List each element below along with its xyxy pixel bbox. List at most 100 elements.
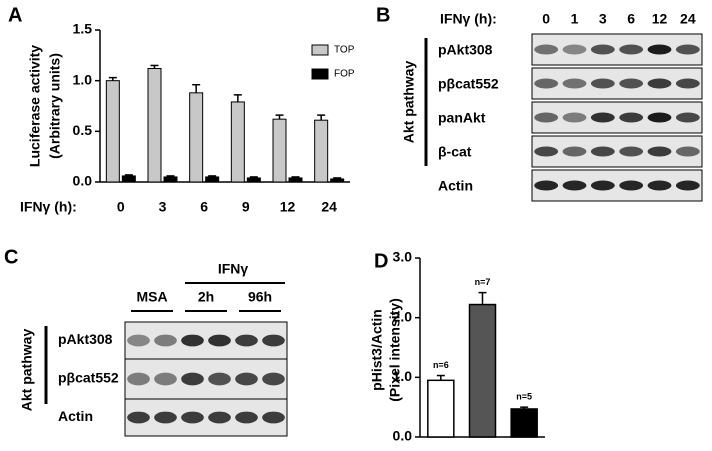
- row-label: β-cat: [438, 144, 472, 160]
- blot-band: [590, 180, 615, 191]
- blot-band: [647, 44, 672, 55]
- x-axis-label: IFNγ (h):: [20, 199, 77, 215]
- group-label: Akt pathway: [19, 329, 35, 412]
- blot-header: IFNγ: [218, 261, 249, 277]
- legend-label: TOP: [334, 45, 355, 56]
- blot-band: [675, 78, 700, 89]
- blot-band: [675, 180, 700, 191]
- blot-band: [619, 112, 644, 123]
- blot-band: [619, 180, 644, 191]
- panel-label: D: [374, 250, 388, 272]
- blot-band: [590, 78, 615, 89]
- blot-band: [562, 78, 587, 89]
- blot-band: [647, 78, 672, 89]
- blot-band: [647, 146, 672, 157]
- legend-swatch: [311, 68, 329, 80]
- blot-band: [619, 78, 644, 89]
- blot-band: [675, 112, 700, 123]
- bar: [246, 177, 261, 183]
- blot-band: [619, 146, 644, 157]
- blot-strip: [531, 33, 703, 66]
- blot-band: [235, 411, 258, 424]
- row-label: Actin: [58, 408, 93, 424]
- bar: [105, 80, 120, 183]
- blot-band: [647, 180, 672, 191]
- blot-strip: [531, 67, 703, 100]
- blot-band: [127, 372, 150, 386]
- blot-band: [590, 112, 615, 123]
- blot-band: [154, 372, 177, 386]
- bar: [147, 68, 162, 183]
- bar: [468, 303, 497, 438]
- blot-strip: [531, 135, 703, 168]
- blot-band: [262, 372, 285, 386]
- y-tick-label: 0.0: [73, 173, 93, 189]
- blot-band: [675, 146, 700, 157]
- blot-strip: [531, 169, 703, 202]
- legend-label: FOP: [334, 69, 355, 80]
- x-tick-label: 0: [117, 199, 125, 215]
- blot-band: [590, 44, 615, 55]
- row-label: Actin: [438, 178, 473, 194]
- panel-label: A: [8, 4, 22, 26]
- bar: [314, 119, 329, 183]
- lane-label: 3: [599, 11, 607, 27]
- row-label: panAkt: [438, 110, 486, 126]
- blot-band: [562, 146, 587, 157]
- bar: [230, 101, 245, 183]
- bar: [288, 177, 303, 183]
- x-tick-label: 9: [242, 199, 250, 215]
- blot-band: [647, 112, 672, 123]
- blot-band: [534, 78, 559, 89]
- blot-band: [181, 334, 204, 347]
- row-label: pAkt308: [438, 42, 493, 58]
- y-tick-label: 1.0: [393, 368, 413, 384]
- blot-band: [127, 334, 150, 347]
- blot-band: [127, 411, 150, 424]
- blot-band: [534, 146, 559, 157]
- group-label: Akt pathway: [401, 61, 417, 144]
- y-axis-label: (Arbitrary units): [47, 53, 63, 159]
- y-tick-label: 0.0: [393, 428, 413, 444]
- blot-strip: [124, 321, 288, 360]
- blot-band: [235, 334, 258, 347]
- annotation: n=7: [475, 277, 491, 287]
- blot-band: [534, 112, 559, 123]
- bar: [205, 176, 220, 183]
- annotation: n=5: [516, 392, 532, 402]
- blot-strip: [531, 101, 703, 134]
- bar: [272, 118, 287, 183]
- blot-header: IFNγ (h):: [440, 11, 497, 27]
- lane-label: 1: [571, 11, 579, 27]
- y-axis-label: Luciferase activity: [27, 45, 43, 167]
- bar: [427, 379, 455, 438]
- blot-band: [154, 411, 177, 424]
- blot-band: [534, 44, 559, 55]
- blot-band: [181, 411, 204, 424]
- bar: [163, 176, 178, 183]
- bar: [330, 178, 345, 183]
- blot-band: [262, 411, 285, 424]
- blot-band: [534, 180, 559, 191]
- y-axis-label: (Pixel intensity): [387, 298, 403, 401]
- blot-band: [562, 44, 587, 55]
- blot-band: [181, 372, 204, 386]
- panel-label: B: [376, 4, 390, 26]
- blot-band: [590, 146, 615, 157]
- y-tick-label: 1.5: [73, 21, 93, 37]
- y-tick-label: 2.0: [393, 308, 413, 324]
- lane-label: 12: [652, 11, 668, 27]
- blot-band: [235, 372, 258, 386]
- blot-band: [562, 112, 587, 123]
- y-tick-label: 3.0: [393, 249, 413, 265]
- lane-label: 6: [627, 11, 635, 27]
- x-tick-label: 24: [321, 199, 337, 215]
- panel-label: C: [4, 246, 18, 268]
- blot-band: [262, 334, 285, 347]
- x-tick-label: 3: [159, 199, 167, 215]
- blot-band: [208, 372, 231, 386]
- x-tick-label: 6: [200, 199, 208, 215]
- blot-band: [675, 44, 700, 55]
- row-label: pAkt308: [58, 331, 113, 347]
